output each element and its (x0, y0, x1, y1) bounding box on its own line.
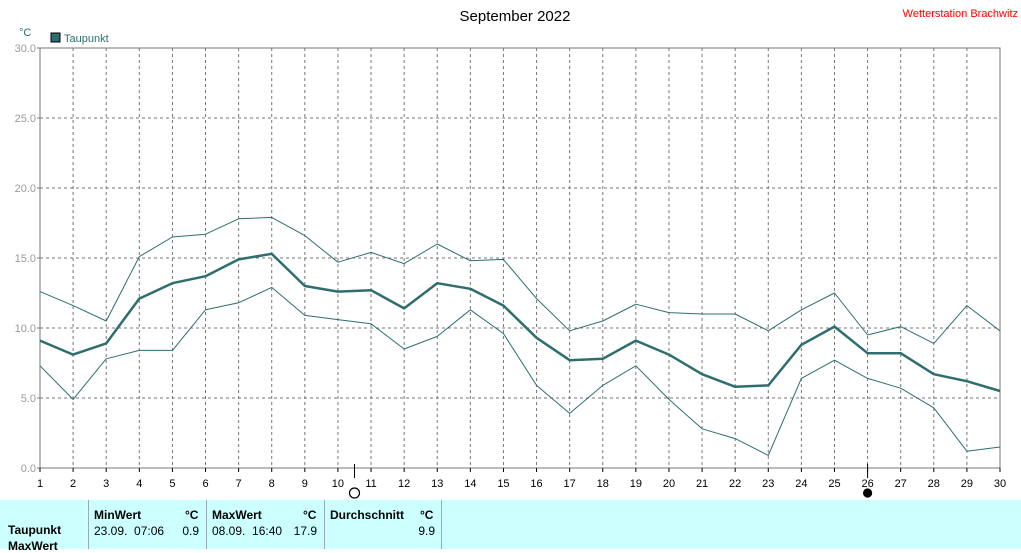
x-tick-label: 28 (928, 478, 940, 490)
x-tick-label: 23 (762, 478, 774, 490)
x-tick-label: 6 (202, 478, 208, 490)
dewpoint-chart: September 2022 Wetterstation Brachwitz °… (15, 8, 1018, 499)
x-tick-label: 30 (994, 478, 1006, 490)
x-tick-label: 2 (70, 478, 76, 490)
full-moon-icon (348, 487, 361, 499)
y-tick-label: 15.0 (15, 253, 36, 265)
y-tick-label: 30.0 (15, 43, 36, 55)
legend-label: Taupunkt (64, 33, 109, 45)
x-tick-label: 29 (961, 478, 973, 490)
series-line-max (39, 216, 1001, 344)
x-axis-ticks: 1 2 3 4 5 6 7 8 9 10 11 12 13 14 15 16 17 18 19 20 21 22 23 24 2… (37, 468, 1006, 490)
new-moon-icon (862, 488, 873, 498)
x-tick-label: 7 (236, 478, 242, 490)
x-tick-label: 10 (332, 478, 344, 490)
max-unit: °C (303, 508, 317, 522)
x-tick-label: 27 (895, 478, 907, 490)
y-tick-label: 20.0 (15, 183, 36, 195)
x-tick-label: 26 (861, 478, 873, 490)
max-value: 17.9 (293, 524, 317, 538)
max-date: 08.09. 16:40 (212, 524, 283, 538)
chart-title: September 2022 (460, 8, 571, 25)
stats-row-label-2: MaxWert (8, 539, 58, 553)
grid (39, 47, 1001, 469)
x-tick-label: 19 (630, 478, 642, 490)
y-tick-label: 25.0 (15, 113, 36, 125)
x-tick-label: 5 (169, 478, 175, 490)
x-tick-label: 17 (564, 478, 576, 490)
avg-unit: °C (420, 508, 434, 522)
x-tick-label: 12 (398, 478, 410, 490)
x-tick-label: 13 (431, 478, 443, 490)
x-tick-label: 9 (302, 478, 308, 490)
y-axis-ticks: 0.0 5.0 10.0 15.0 20.0 25.0 30.0 (15, 43, 40, 475)
statistics-panel: Taupunkt MaxWert MinWert °C 23.09. 07:06… (0, 500, 1021, 553)
y-tick-label: 10.0 (15, 323, 36, 335)
y-unit-label: °C (19, 27, 31, 39)
series-line-mean (39, 252, 1001, 393)
min-unit: °C (185, 508, 199, 522)
x-tick-label: 11 (365, 478, 376, 490)
y-tick-label: 0.0 (21, 463, 36, 475)
x-tick-label: 1 (37, 478, 43, 490)
avg-value: 9.9 (418, 524, 435, 538)
x-tick-label: 25 (828, 478, 840, 490)
x-tick-label: 3 (103, 478, 109, 490)
x-tick-label: 14 (464, 478, 476, 490)
x-tick-label: 8 (269, 478, 275, 490)
x-tick-label: 20 (663, 478, 675, 490)
x-tick-label: 18 (597, 478, 609, 490)
x-tick-label: 22 (729, 478, 741, 490)
legend-swatch (50, 32, 61, 43)
max-header: MaxWert (212, 508, 262, 522)
moon-phase-markers (348, 464, 873, 499)
x-tick-label: 4 (136, 478, 142, 490)
y-tick-label: 5.0 (21, 393, 36, 405)
series-lines (39, 216, 1001, 456)
x-tick-label: 16 (530, 478, 542, 490)
stats-row-label: Taupunkt (8, 523, 62, 537)
x-tick-label: 15 (497, 478, 509, 490)
avg-header: Durchschnitt (330, 508, 405, 522)
x-tick-label: 24 (795, 478, 807, 490)
series-line-min (39, 286, 1001, 456)
station-name: Wetterstation Brachwitz (903, 8, 1018, 20)
min-value: 0.9 (182, 524, 199, 538)
min-date: 23.09. 07:06 (94, 524, 165, 538)
min-header: MinWert (94, 508, 142, 522)
x-tick-label: 21 (696, 478, 708, 490)
